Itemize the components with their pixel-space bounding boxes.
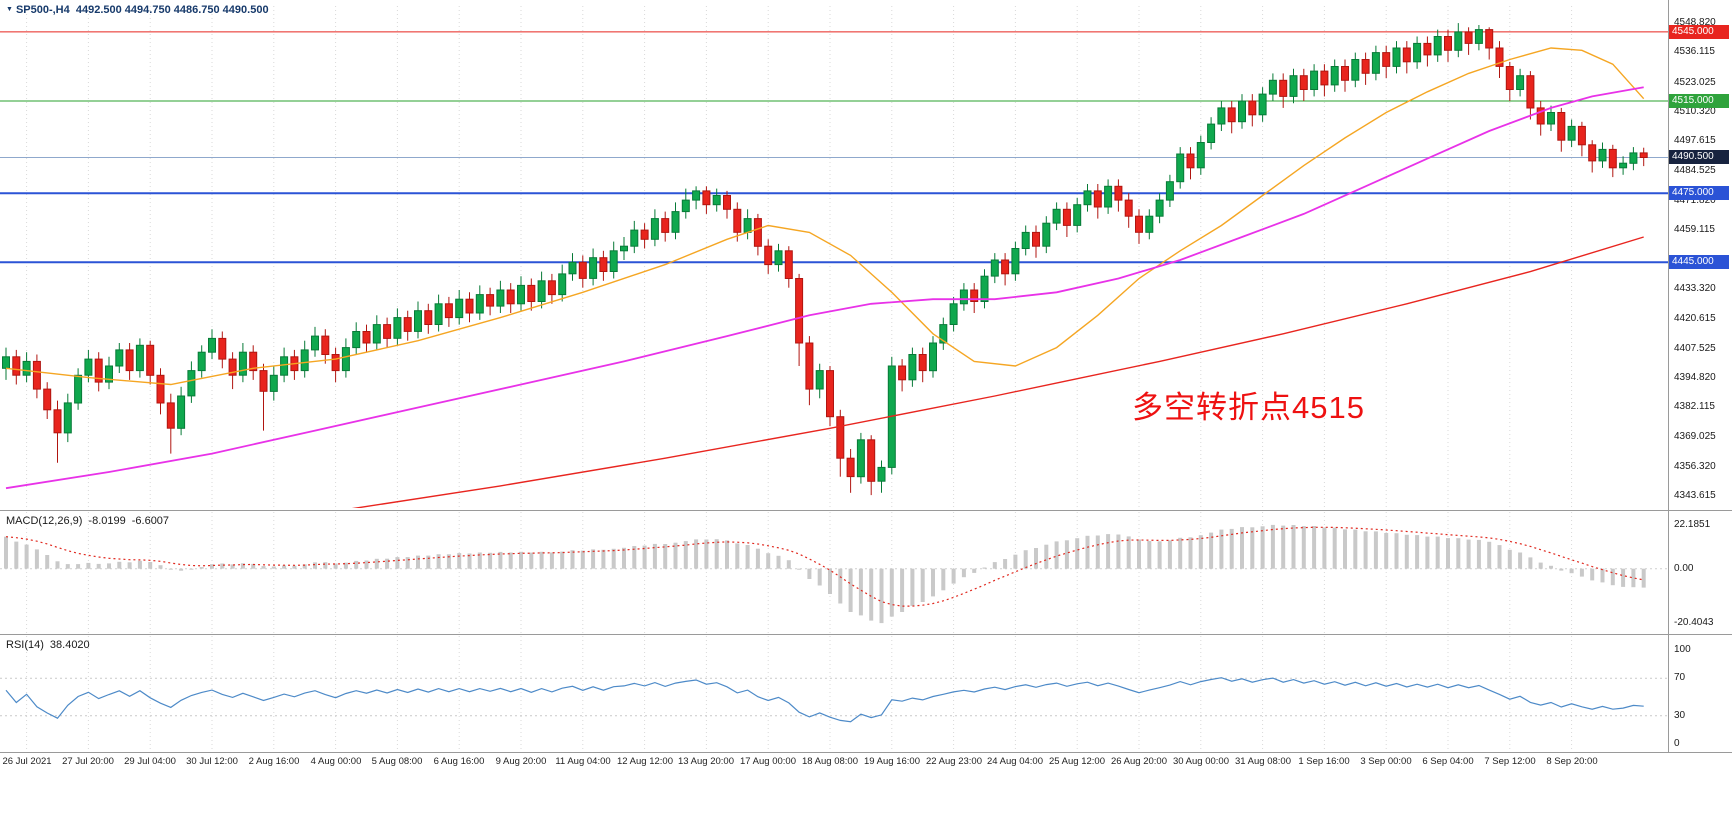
price-badge: 4515.000 <box>1669 94 1729 108</box>
macd-value: -8.0199 <box>88 515 126 527</box>
price-tick-label: 4356.320 <box>1674 461 1716 472</box>
time-axis-label: 11 Aug 04:00 <box>555 756 611 767</box>
chart-title: ▼ SP500-,H4 4492.500 4494.750 4486.750 44… <box>6 4 269 16</box>
price-badge: 4545.000 <box>1669 25 1729 39</box>
price-tick-label: 4497.615 <box>1674 135 1716 146</box>
time-axis-label: 6 Sep 04:00 <box>1422 756 1474 767</box>
macd-tick-label: 22.1851 <box>1674 519 1711 530</box>
price-tick-label: 4369.025 <box>1674 431 1716 442</box>
time-axis-label: 26 Aug 20:00 <box>1111 756 1167 767</box>
price-tick-label: 4523.025 <box>1674 77 1716 88</box>
rsi-tick-label: 0 <box>1674 738 1680 749</box>
horizontal-level-lines <box>0 31 1668 264</box>
panel-separator[interactable] <box>0 510 1732 511</box>
price-tick-label: 4510.320 <box>1674 106 1716 117</box>
time-axis-label: 2 Aug 16:00 <box>248 756 300 767</box>
ma-fast <box>5 47 1645 386</box>
time-axis-label: 22 Aug 23:00 <box>926 756 982 767</box>
time-axis-label: 12 Aug 12:00 <box>617 756 673 767</box>
time-axis-label: 18 Aug 08:00 <box>802 756 858 767</box>
ma-slow <box>351 236 1644 508</box>
price-tick-label: 4420.615 <box>1674 313 1716 324</box>
price-tick-label: 4394.820 <box>1674 372 1716 383</box>
price-tick-label: 4484.525 <box>1674 165 1716 176</box>
time-axis-label: 31 Aug 08:00 <box>1235 756 1291 767</box>
time-axis-label: 29 Jul 04:00 <box>124 756 176 767</box>
price-tick-label: 4536.115 <box>1674 46 1715 57</box>
price-tick-label: 4343.615 <box>1674 490 1716 501</box>
time-axis-label: 1 Sep 16:00 <box>1298 756 1350 767</box>
rsi-header: RSI(14) 38.4020 <box>6 639 90 651</box>
rsi-tick-label: 70 <box>1674 672 1686 683</box>
time-axis-label: 24 Aug 04:00 <box>987 756 1043 767</box>
time-axis-label: 19 Aug 16:00 <box>864 756 920 767</box>
time-axis-label: 8 Sep 20:00 <box>1546 756 1598 767</box>
price-badge: 4475.000 <box>1669 186 1729 200</box>
panel-separator[interactable] <box>0 634 1732 635</box>
symbol-period-label: SP500-,H4 <box>15 4 70 16</box>
rsi-label: RSI(14) <box>6 639 44 651</box>
time-axis-label: 9 Aug 20:00 <box>495 756 547 767</box>
rsi-value: 38.4020 <box>49 639 90 651</box>
price-tick-label: 4433.320 <box>1674 283 1716 294</box>
rsi-tick-label: 30 <box>1674 710 1686 721</box>
ma-mid <box>5 86 1644 490</box>
time-axis-label: 6 Aug 16:00 <box>433 756 485 767</box>
macd-histogram <box>4 524 1646 624</box>
price-badge: 4490.500 <box>1669 150 1729 164</box>
price-tick-label: 4548.820 <box>1674 17 1716 28</box>
time-axis-label: 4 Aug 00:00 <box>310 756 362 767</box>
time-axis-label: 7 Sep 12:00 <box>1484 756 1536 767</box>
candles <box>2 23 1648 496</box>
rsi-line <box>5 677 1644 723</box>
time-axis-label: 25 Aug 12:00 <box>1049 756 1105 767</box>
macd-signal-line <box>5 526 1644 607</box>
time-axis-label: 3 Sep 00:00 <box>1360 756 1412 767</box>
macd-tick-label: -20.4043 <box>1674 617 1714 628</box>
price-tick-label: 4407.525 <box>1674 343 1716 354</box>
chart-annotation-text[interactable]: 多空转折点4515 <box>1132 390 1365 425</box>
time-axis-label: 13 Aug 20:00 <box>678 756 734 767</box>
time-axis-label: 30 Jul 12:00 <box>186 756 238 767</box>
time-axis-label: 5 Aug 08:00 <box>371 756 423 767</box>
ohlc-values: 4492.500 4494.750 4486.750 4490.500 <box>75 4 269 16</box>
time-axis-label: 27 Jul 20:00 <box>62 756 114 767</box>
macd-signal-value: -6.6007 <box>131 515 170 527</box>
rsi-tick-label: 100 <box>1674 644 1691 655</box>
price-axis-border <box>1668 0 1669 752</box>
macd-tick-label: 0.00 <box>1674 563 1694 574</box>
price-tick-label: 4471.820 <box>1674 195 1716 206</box>
time-axis-label: 26 Jul 2021 <box>2 756 52 767</box>
panel-separator[interactable] <box>0 752 1732 753</box>
macd-header: MACD(12,26,9) -8.0199 -6.6007 <box>6 515 169 527</box>
price-badge: 4445.000 <box>1669 255 1729 269</box>
price-tick-label: 4459.115 <box>1674 224 1715 235</box>
time-axis-label: 30 Aug 00:00 <box>1173 756 1229 767</box>
macd-label: MACD(12,26,9) <box>6 515 83 527</box>
time-axis-label: 17 Aug 00:00 <box>740 756 796 767</box>
chart-menu-arrow-icon[interactable]: ▼ <box>6 6 13 13</box>
price-tick-label: 4382.115 <box>1674 401 1715 412</box>
